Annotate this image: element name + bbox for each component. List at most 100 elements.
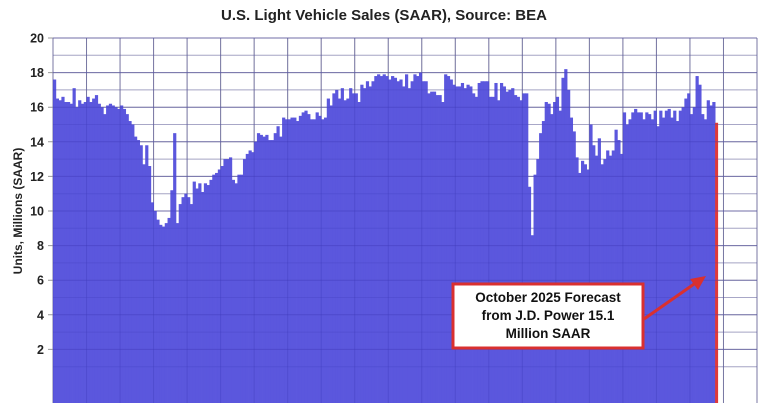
bar xyxy=(460,82,465,403)
bar xyxy=(66,102,71,403)
bar xyxy=(407,88,411,403)
bar xyxy=(86,96,90,403)
annotation-line-3: Million SAAR xyxy=(506,326,591,341)
bar xyxy=(312,119,317,403)
y-tick-label: 10 xyxy=(30,205,44,219)
bars xyxy=(53,69,719,403)
bar xyxy=(701,114,705,403)
bar xyxy=(329,105,333,403)
bar xyxy=(502,86,506,403)
bar xyxy=(421,81,425,403)
bar xyxy=(209,179,213,403)
bar xyxy=(547,103,551,403)
bar xyxy=(455,86,459,403)
bar xyxy=(424,81,428,403)
bar xyxy=(469,86,473,403)
bar xyxy=(541,121,546,403)
bar xyxy=(664,110,669,403)
bar xyxy=(575,157,579,403)
bar xyxy=(187,197,191,403)
annotation: October 2025 Forecast from J.D. Power 15… xyxy=(451,276,706,350)
bar xyxy=(360,84,364,403)
bar xyxy=(606,150,610,403)
bar xyxy=(103,114,107,403)
forecast-bar xyxy=(715,122,719,403)
bar xyxy=(572,131,576,403)
bar xyxy=(405,74,409,403)
bar xyxy=(625,124,629,403)
bar xyxy=(653,110,657,403)
bar xyxy=(203,183,208,403)
bar xyxy=(315,112,319,403)
bar xyxy=(354,93,358,403)
bar xyxy=(58,100,62,403)
bar xyxy=(648,114,652,403)
y-tick-label: 20 xyxy=(30,32,44,46)
bar xyxy=(122,108,127,403)
bar xyxy=(134,136,138,403)
bar xyxy=(53,79,57,403)
bar xyxy=(69,103,73,403)
bar xyxy=(279,136,283,403)
bar xyxy=(226,159,230,403)
bar xyxy=(645,112,649,403)
bar xyxy=(192,181,196,403)
bar xyxy=(416,76,420,403)
bar xyxy=(83,102,87,403)
bar xyxy=(161,226,166,403)
bar xyxy=(245,153,249,403)
bar xyxy=(631,112,635,403)
bar xyxy=(491,96,495,403)
y-tick-label: 18 xyxy=(30,66,44,80)
annotation-box xyxy=(451,282,645,350)
bar xyxy=(592,145,596,403)
bar xyxy=(396,81,400,403)
bar xyxy=(318,115,322,403)
bar xyxy=(178,204,182,403)
bar xyxy=(670,117,674,403)
bar xyxy=(206,185,210,403)
bar xyxy=(195,188,199,403)
bar xyxy=(477,82,481,403)
bar xyxy=(262,136,266,403)
bar xyxy=(307,114,311,403)
bar xyxy=(483,81,487,403)
annotation-line-2: from J.D. Power 15.1 xyxy=(482,308,615,323)
bar xyxy=(234,183,238,403)
bar xyxy=(567,89,571,403)
bar xyxy=(363,88,367,403)
bar xyxy=(139,145,143,403)
y-tick-label: 12 xyxy=(30,170,44,184)
bar xyxy=(597,138,601,403)
bar xyxy=(488,96,493,403)
bar xyxy=(167,217,171,403)
bar xyxy=(64,102,68,403)
bar xyxy=(72,88,76,403)
bar xyxy=(525,93,529,403)
bar xyxy=(441,102,445,403)
bar xyxy=(156,219,160,403)
bar xyxy=(293,117,297,403)
bar xyxy=(248,150,252,403)
bar xyxy=(659,110,663,403)
bar xyxy=(435,95,439,403)
bar xyxy=(452,84,456,403)
bar xyxy=(217,169,222,403)
bar xyxy=(89,102,93,403)
bar xyxy=(365,81,370,403)
bar xyxy=(159,224,163,403)
bar xyxy=(413,74,417,403)
bar xyxy=(608,155,613,403)
bar xyxy=(282,117,286,403)
bar xyxy=(142,164,146,403)
bar xyxy=(706,100,710,403)
bar xyxy=(474,96,479,403)
bar xyxy=(444,74,448,403)
bar xyxy=(170,190,174,403)
bar xyxy=(692,107,696,403)
bar xyxy=(569,117,574,403)
bar xyxy=(458,86,462,403)
bar xyxy=(106,105,110,403)
bar xyxy=(636,112,641,403)
bar xyxy=(393,77,398,403)
